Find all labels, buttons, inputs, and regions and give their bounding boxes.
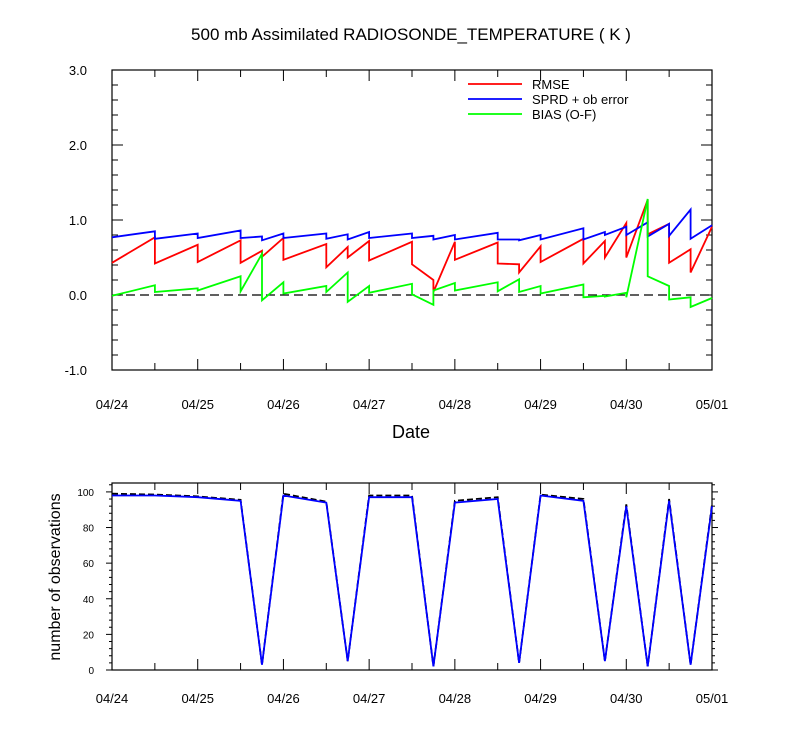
y-tick-label: 20: [83, 630, 95, 641]
legend-label: RMSE: [532, 77, 570, 92]
chart-title: 500 mb Assimilated RADIOSONDE_TEMPERATUR…: [191, 25, 631, 44]
y-tick-label: 2.0: [69, 138, 87, 153]
x-tick-label: 04/29: [524, 691, 557, 706]
x-tick-label: 05/01: [696, 397, 729, 412]
legend-label: BIAS (O-F): [532, 107, 596, 122]
rmse-sprd-bias-panel: 04/24 04/25 04/26 04/27 04/28 04/29 04/30 05/01…: [65, 63, 729, 412]
legend-label: SPRD + ob error: [532, 92, 629, 107]
series-sprd-ob-error-line: [111, 206, 713, 242]
series-0-line: [111, 492, 713, 667]
x-tick-label: 04/24: [96, 397, 129, 412]
y-tick-label: 40: [83, 595, 95, 606]
y-axis-label: number of observations: [47, 493, 64, 660]
x-tick-label: 04/27: [353, 397, 386, 412]
observation-count-panel: 04/24 04/25 04/26 04/27 04/28 04/29 04/30 05/01…: [77, 482, 729, 706]
x-tick-label: 04/26: [267, 691, 300, 706]
y-tick-label: 0: [88, 666, 94, 677]
y-tick-label: 1.0: [69, 213, 87, 228]
x-tick-label: 04/30: [610, 691, 643, 706]
x-tick-label: 04/28: [439, 397, 472, 412]
y-tick-label: 60: [83, 559, 95, 570]
x-tick-label: 04/27: [353, 691, 386, 706]
y-tick-label: 100: [77, 488, 94, 499]
plot-frame: [111, 69, 713, 371]
y-tick-label: 0.0: [69, 288, 87, 303]
x-tick-label: 04/25: [181, 691, 214, 706]
series-rmse-line: [111, 199, 713, 293]
plot-frame: [111, 482, 713, 671]
x-tick-label: 04/28: [439, 691, 472, 706]
y-tick-label: 80: [83, 524, 95, 535]
x-tick-label: 04/25: [181, 397, 214, 412]
series-1-line: [112, 494, 713, 667]
x-tick-label: 05/01: [696, 691, 729, 706]
x-axis-label: Date: [392, 422, 430, 442]
x-tick-label: 04/29: [524, 397, 557, 412]
x-tick-label: 04/26: [267, 397, 300, 412]
x-tick-label: 04/24: [96, 691, 129, 706]
y-tick-label: -1.0: [65, 363, 87, 378]
y-tick-label: 3.0: [69, 63, 87, 78]
x-tick-label: 04/30: [610, 397, 643, 412]
series-bias-o-f-line: [111, 198, 713, 309]
